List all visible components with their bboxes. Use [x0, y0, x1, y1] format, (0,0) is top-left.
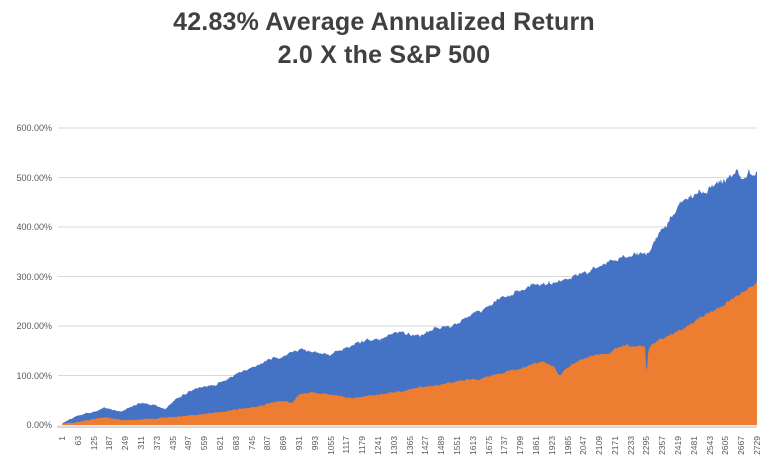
x-axis-tick-label: 1303: [388, 436, 399, 455]
x-axis-tick-label: 1861: [530, 436, 541, 455]
x-axis-tick-label: 2171: [609, 436, 620, 455]
x-axis-line: [57, 425, 757, 428]
x-axis-tick-label: 1117: [341, 436, 352, 454]
x-axis-tick-label: 2481: [688, 436, 699, 455]
x-axis-tick-label: 435: [167, 436, 178, 451]
x-axis-tick-label: 311: [136, 436, 146, 450]
x-axis-tick-label: 621: [215, 436, 225, 451]
x-axis-tick-label: 125: [88, 436, 99, 451]
x-axis-tick-label: 1613: [467, 436, 478, 455]
x-axis-tick-label: 745: [246, 436, 257, 451]
x-axis-tick-label: 993: [309, 436, 320, 451]
x-axis-tick-label: 1985: [562, 436, 573, 455]
x-axis-tick-label: 1055: [325, 436, 336, 455]
chart-title: 42.83% Average Annualized Return 2.0 X t…: [0, 6, 768, 72]
x-axis-tick-label: 2667: [736, 436, 747, 455]
x-axis-tick-label: 373: [151, 436, 162, 451]
x-axis-tick-label: 807: [262, 436, 273, 451]
orange-area-series: [62, 280, 757, 425]
x-axis-tick-label: 1241: [372, 436, 383, 455]
y-axis-tick-label: 500.00%: [16, 172, 52, 183]
x-axis-tick-label: 2047: [578, 436, 589, 455]
x-axis-tick-label: 1427: [420, 436, 431, 455]
y-axis-tick-label: 200.00%: [16, 321, 52, 331]
x-axis-tick-label: 559: [199, 436, 210, 451]
x-axis-tick-label: 1675: [483, 436, 494, 455]
x-axis-tick-label: 869: [278, 436, 289, 451]
x-axis-tick-label: 1489: [436, 436, 447, 455]
x-axis-tick-label: 1923: [546, 436, 557, 455]
x-axis-tick-label: 2543: [704, 436, 715, 455]
x-axis-tick-label: 2295: [641, 436, 652, 455]
x-axis-tick-label: 683: [230, 436, 241, 451]
x-axis-tick-label: 2729: [752, 436, 762, 455]
x-axis-tick-label: 2357: [657, 436, 668, 455]
x-axis-tick-label: 1551: [451, 436, 462, 455]
x-axis-tick-label: 497: [183, 436, 194, 451]
x-axis-tick-label: 2419: [673, 436, 683, 455]
y-axis-tick-label: 100.00%: [16, 370, 52, 381]
y-axis-tick-label: 300.00%: [16, 271, 52, 282]
x-axis-tick-label: 931: [293, 436, 304, 451]
y-axis-tick-label: 600.00%: [16, 123, 52, 133]
x-axis-tick-label: 1179: [357, 436, 368, 455]
x-axis-tick-label: 2233: [625, 436, 636, 455]
x-axis-tick-label: 187: [104, 436, 115, 451]
x-axis-tick-label: 1365: [404, 436, 415, 455]
x-axis-tick-label: 2109: [594, 436, 604, 455]
chart-title-line2: 2.0 X the S&P 500: [277, 41, 491, 69]
x-axis-tick-label: 63: [72, 436, 83, 446]
x-axis-tick-label: 1737: [499, 436, 510, 455]
x-axis-tick-label: 249: [120, 436, 131, 451]
x-axis-tick-label: 2605: [720, 436, 731, 455]
y-axis-tick-label: 0.00%: [26, 420, 52, 430]
x-axis-tick-label: 1: [57, 436, 67, 441]
y-axis-tick-label: 400.00%: [16, 222, 52, 232]
chart-title-line1: 42.83% Average Annualized Return: [173, 8, 595, 36]
x-axis-tick-label: 1799: [515, 436, 526, 455]
